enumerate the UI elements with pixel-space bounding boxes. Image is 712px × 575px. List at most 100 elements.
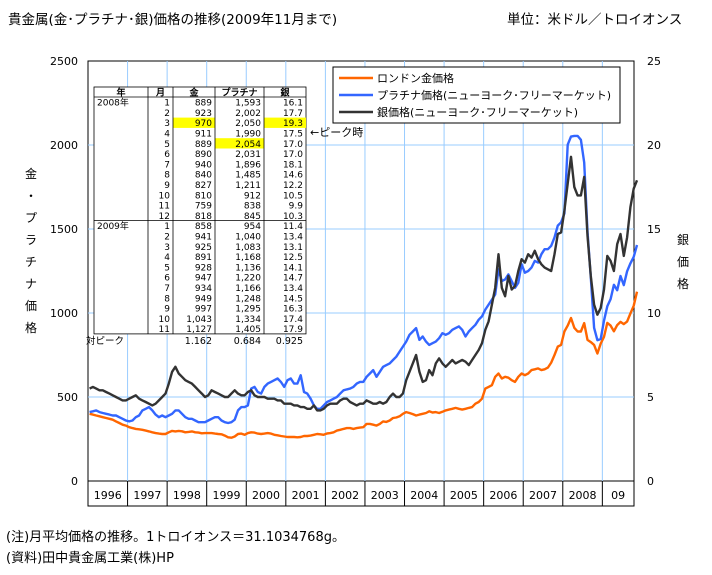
left-tick-label: 500 <box>57 391 78 404</box>
table-cell: 12.5 <box>283 253 303 263</box>
table-cell: 19.3 <box>283 119 303 129</box>
table-cell: 12 <box>159 212 170 222</box>
table-cell: 4 <box>164 130 170 140</box>
x-tick-label: 2000 <box>252 489 280 502</box>
table-cell: 1,405 <box>235 325 261 335</box>
left-tick-label: 1000 <box>50 307 78 320</box>
table-cell: 2,054 <box>235 140 261 150</box>
table-cell: 12.2 <box>283 181 303 191</box>
table-cell: 1,083 <box>235 243 261 253</box>
table-header-cell: 金 <box>188 87 199 99</box>
table-cell: 970 <box>195 119 212 129</box>
table-cell: 1,248 <box>235 294 261 304</box>
legend-label-platinum: プラチナ価格(ニューヨーク･フリーマーケット) <box>377 88 611 102</box>
table-cell: 14.5 <box>283 294 303 304</box>
table-cell: 8 <box>164 171 170 181</box>
legend-label-gold: ロンドン金価格 <box>377 71 454 85</box>
table-cell: 818 <box>195 212 212 222</box>
table-cell: 4 <box>164 253 170 263</box>
table-cell: 1 <box>164 222 170 232</box>
table-cell: 7 <box>164 160 170 170</box>
table-cell: 14.6 <box>283 171 303 181</box>
table-cell: 891 <box>195 253 212 263</box>
right-tick-label: 15 <box>647 223 661 236</box>
table-cell: 1,990 <box>235 130 261 140</box>
table-cell: 1,896 <box>235 160 261 170</box>
table-cell: 840 <box>195 171 212 181</box>
table-cell: 1,295 <box>235 305 261 315</box>
x-tick-label: 2004 <box>410 489 438 502</box>
table-cell: 17.0 <box>283 140 303 150</box>
table-cell: 9 <box>164 181 170 191</box>
table-highlight <box>173 117 215 128</box>
table-cell: 2 <box>164 233 170 243</box>
table-cell: 11 <box>159 325 170 335</box>
table-cell: 6 <box>164 274 170 284</box>
table-cell: 13.4 <box>283 233 303 243</box>
right-tick-label: 0 <box>647 475 654 488</box>
table-cell: 14.7 <box>283 274 303 284</box>
table-header-cell: 年 <box>116 87 125 99</box>
table-cell: 1,168 <box>235 253 261 263</box>
table-cell: 10.5 <box>283 191 303 201</box>
ratio-row-value: 1.162 <box>185 336 212 347</box>
table-cell: 912 <box>244 191 261 201</box>
series-line-gold <box>89 291 639 439</box>
table-cell: 10 <box>159 191 171 201</box>
table-cell: 947 <box>195 274 212 284</box>
table-cell: 838 <box>244 202 261 212</box>
x-tick-label: 2007 <box>529 489 557 502</box>
footnotes: (注)月平均価格の推移。1トロイオンス＝31.1034768g。 (資料)田中貴… <box>6 527 345 569</box>
x-tick-label: 2008 <box>569 489 597 502</box>
x-tick-label: 2006 <box>489 489 517 502</box>
left-axis-label: 金・プラチナ価格 <box>25 166 37 335</box>
ratio-row-value: 0.925 <box>276 336 303 347</box>
ratio-row-value: 0.684 <box>234 336 261 347</box>
table-cell: 949 <box>195 294 212 304</box>
table-cell: 2008年 <box>97 97 129 109</box>
table-cell: 1,043 <box>186 315 212 325</box>
table-cell: 11 <box>159 202 170 212</box>
table-cell: 997 <box>195 305 212 315</box>
table-cell: 18.1 <box>283 160 303 170</box>
table-cell: 16.3 <box>283 305 303 315</box>
table-cell: 889 <box>195 140 212 150</box>
table-cell: 923 <box>195 109 212 119</box>
chart-title: 貴金属(金･プラチナ･銀)価格の推移(2009年11月まで) <box>8 12 338 28</box>
table-cell: 1,136 <box>235 263 261 273</box>
table-cell: 2,050 <box>235 119 261 129</box>
table-cell: 3 <box>164 119 170 129</box>
table-cell: 1,040 <box>235 233 261 243</box>
table-cell: 889 <box>195 99 212 109</box>
source-text: (資料)田中貴金属工業(株)HP <box>6 551 174 566</box>
table-cell: 928 <box>195 263 212 273</box>
table-cell: 17.0 <box>283 150 303 160</box>
table-cell: 1 <box>164 99 170 109</box>
table-cell: 954 <box>244 222 261 232</box>
left-tick-label: 0 <box>71 475 78 488</box>
table-cell: 1,127 <box>186 325 212 335</box>
x-tick-label: 2002 <box>331 489 359 502</box>
table-header-cell: 銀 <box>280 87 289 99</box>
table-cell: 7 <box>164 284 170 294</box>
legend-box <box>332 66 621 124</box>
table-highlight <box>264 117 306 128</box>
table-cell: 934 <box>195 284 212 294</box>
table-cell: 3 <box>164 243 170 253</box>
table-cell: 10 <box>159 315 171 325</box>
x-tick-label: 2001 <box>292 489 320 502</box>
unit-label: 単位：米ドル／トロイオンス <box>507 12 683 28</box>
table-cell: 9.9 <box>289 202 304 212</box>
table-cell: 5 <box>164 263 170 273</box>
x-tick-label: 1999 <box>212 489 240 502</box>
x-tick-label: 1997 <box>133 489 161 502</box>
table-cell: 1,166 <box>235 284 261 294</box>
right-axis-label: 銀価格 <box>677 233 689 291</box>
table-cell: 2,031 <box>235 150 261 160</box>
table-cell: 14.1 <box>283 263 303 273</box>
table-cell: 759 <box>195 202 212 212</box>
table-cell: 9 <box>164 305 170 315</box>
table-cell: 1,485 <box>235 171 261 181</box>
table-cell: 11.4 <box>283 222 303 232</box>
